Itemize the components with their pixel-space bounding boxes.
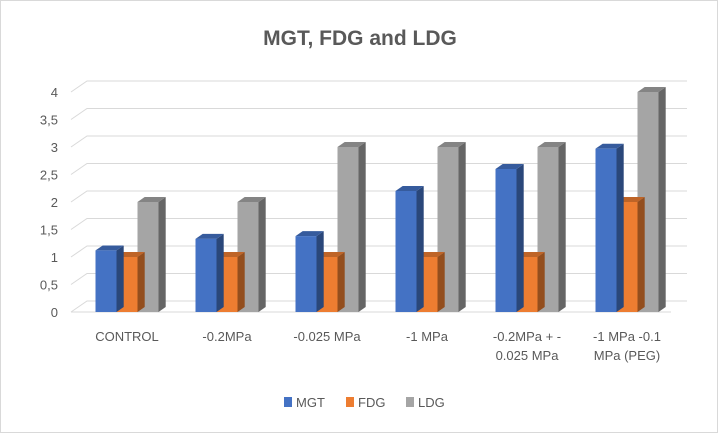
bar-front	[95, 250, 117, 312]
bar-top	[595, 143, 624, 149]
bar-side	[216, 233, 224, 312]
gridline	[70, 245, 687, 258]
chart-title: MGT, FDG and LDG	[263, 27, 457, 50]
x-category-label: -1 MPa -0.1	[593, 329, 661, 344]
bar-side	[637, 197, 645, 312]
y-tick-label: 0	[51, 305, 58, 320]
legend-item: LDG	[406, 395, 445, 410]
bar-side	[237, 252, 245, 312]
y-tick-label: 3	[51, 140, 58, 155]
gridline	[70, 80, 687, 93]
bar-top	[495, 164, 524, 169]
bar	[295, 231, 324, 312]
gridline	[70, 190, 687, 203]
bar-front	[295, 236, 317, 312]
y-axis-ticks: 0 0,5 1 1,5 2 2,5 3 3,5 4	[40, 85, 58, 320]
x-category-label: -0.2MPa + -	[493, 329, 561, 344]
y-tick-label: 2,5	[40, 168, 58, 183]
x-category-label: 0.025 MPa	[496, 348, 560, 363]
x-category-label: MPa (PEG)	[594, 348, 660, 363]
bar-side	[437, 252, 445, 312]
legend-label: FDG	[358, 395, 385, 410]
x-axis-categories: CONTROL -0.2MPa -0.025 MPa -1 MPa -0.2MPa + …	[95, 329, 661, 363]
y-tick-label: 2	[51, 195, 58, 210]
x-category-label: -0.2MPa	[202, 329, 252, 344]
bar-top	[537, 142, 566, 147]
bar-side	[316, 231, 324, 312]
bar-top	[295, 231, 324, 237]
legend-swatch	[406, 397, 414, 407]
y-tick-label: 0,5	[40, 278, 58, 293]
bar	[395, 186, 424, 312]
legend-label: MGT	[296, 395, 325, 410]
bar-side	[658, 87, 666, 312]
bar-top	[237, 197, 266, 202]
legend-label: LDG	[418, 395, 445, 410]
bar-side	[558, 142, 566, 312]
bar-top	[137, 197, 166, 202]
bar-side	[158, 197, 166, 312]
gridline	[70, 300, 687, 313]
bar-front	[595, 148, 617, 312]
legend-swatch	[284, 397, 292, 407]
bar-side	[358, 142, 366, 312]
y-tick-label: 1	[51, 250, 58, 265]
gridline	[70, 163, 687, 175]
gridline	[70, 108, 687, 120]
bar-front	[195, 238, 217, 312]
bar-top	[95, 245, 124, 251]
bar-side	[616, 143, 624, 312]
legend-item: MGT	[284, 395, 325, 410]
gridlines	[70, 80, 687, 313]
bar-front	[495, 169, 517, 312]
bar	[495, 164, 524, 312]
legend: MGT FDG LDG	[284, 395, 445, 410]
legend-swatch	[346, 397, 354, 407]
bar	[95, 245, 124, 312]
bar-side	[116, 245, 124, 312]
bar-side	[458, 142, 466, 312]
gridline	[70, 273, 687, 285]
bar-side	[337, 252, 345, 312]
x-category-label: -1 MPa	[406, 329, 449, 344]
bar-top	[337, 142, 366, 147]
bar-side	[516, 164, 524, 312]
bar-top	[195, 233, 224, 239]
bar-top	[637, 87, 666, 92]
bar-side	[537, 252, 545, 312]
plot-bars	[95, 87, 666, 312]
bar	[595, 143, 624, 312]
x-category-label: -0.025 MPa	[293, 329, 361, 344]
gridline	[70, 218, 687, 230]
bar-side	[258, 197, 266, 312]
bar-side	[416, 186, 424, 312]
x-category-label: CONTROL	[95, 329, 159, 344]
y-tick-label: 1,5	[40, 223, 58, 238]
bar	[195, 233, 224, 312]
y-tick-label: 3,5	[40, 113, 58, 128]
legend-item: FDG	[346, 395, 385, 410]
y-tick-label: 4	[51, 85, 58, 100]
bar-side	[137, 252, 145, 312]
gridline	[70, 135, 687, 148]
bar-top	[395, 186, 424, 191]
bar-front	[395, 191, 417, 312]
bar-top	[437, 142, 466, 147]
